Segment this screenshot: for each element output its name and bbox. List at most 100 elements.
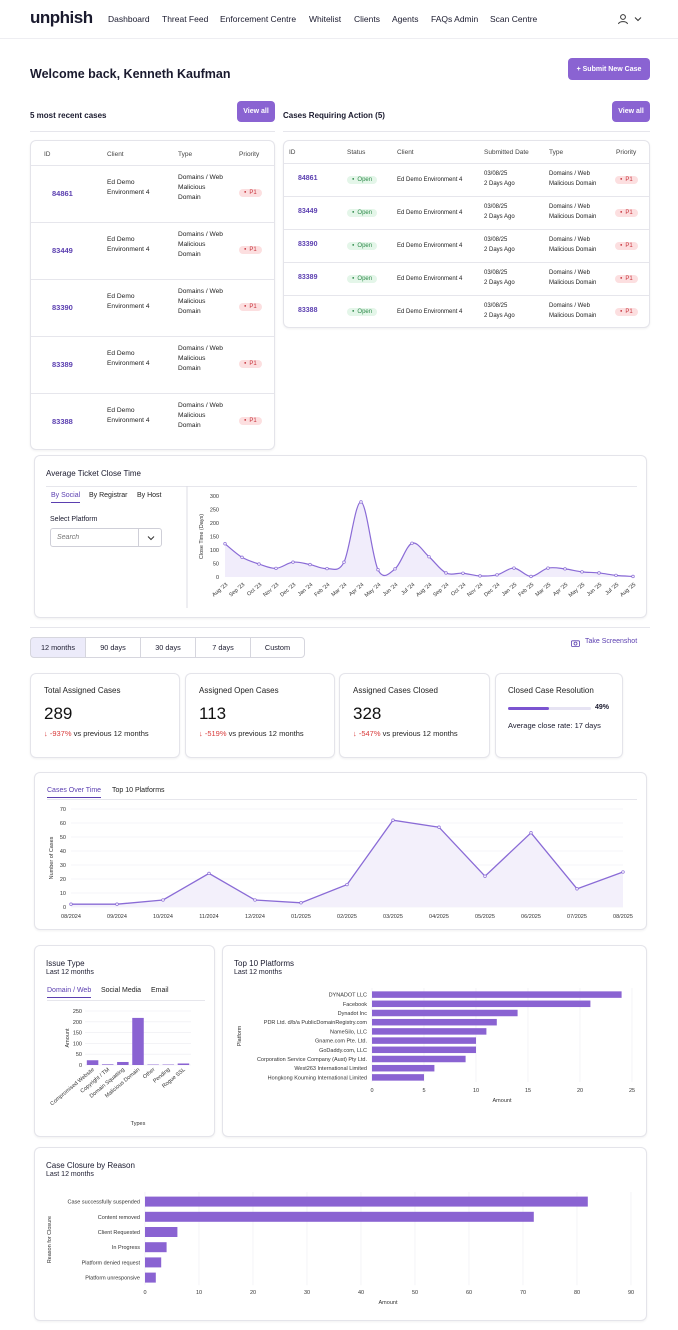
x-tick-label: May '24 xyxy=(364,582,382,599)
case-id-link[interactable]: 83449 xyxy=(298,208,318,215)
x-tick-label: Mar '25 xyxy=(535,582,553,598)
tab-by-social[interactable]: By Social xyxy=(51,492,81,503)
user-menu[interactable] xyxy=(617,12,643,26)
tab-by-registrar[interactable]: By Registrar xyxy=(89,492,128,499)
data-point xyxy=(291,560,295,564)
data-point xyxy=(359,500,363,504)
table-row[interactable]: 83389 Ed Demo Environment 4 Domains / We… xyxy=(31,336,274,393)
y-tick-label: 50 xyxy=(60,835,66,841)
case-id-link[interactable]: 83389 xyxy=(298,274,318,281)
table-row[interactable]: 83388 Open Ed Demo Environment 4 03/08/2… xyxy=(284,295,649,328)
x-tick-label: Dec '24 xyxy=(483,582,501,598)
submitted-date: 03/08/25 xyxy=(484,171,508,177)
submit-new-case-button[interactable]: + Submit New Case xyxy=(568,58,650,80)
tab-by-host[interactable]: By Host xyxy=(137,492,162,499)
case-id-link[interactable]: 83388 xyxy=(298,307,318,314)
data-point xyxy=(437,825,441,829)
close-time-card: Average Ticket Close Time By Social By R… xyxy=(34,455,647,618)
case-type: Domains / Web xyxy=(549,270,590,276)
x-tick-label: Aug '24 xyxy=(415,582,433,598)
case-id-link[interactable]: 84861 xyxy=(52,189,73,198)
cases-over-time-chart: 0 10 20 30 40 50 60 70 Number of Cases 08/2024 09/… xyxy=(49,807,633,920)
recent-view-all-button[interactable]: View all xyxy=(237,101,275,122)
platform-search-input[interactable] xyxy=(52,530,136,545)
table-row[interactable]: 83449 Open Ed Demo Environment 4 03/08/2… xyxy=(284,196,649,229)
logo[interactable]: unphish xyxy=(30,8,93,28)
tab-domain-web[interactable]: Domain / Web xyxy=(47,987,92,998)
range-30-days[interactable]: 30 days xyxy=(140,637,196,658)
y-tick-label: 0 xyxy=(216,575,219,581)
y-tick-label: 70 xyxy=(60,807,66,813)
data-point xyxy=(478,574,482,578)
resolution-average: Average close rate: 17 days xyxy=(508,721,601,730)
y-tick-label: West263 International Limited xyxy=(294,1066,367,1072)
range-12-months[interactable]: 12 months xyxy=(30,637,86,658)
action-view-all-button[interactable]: View all xyxy=(612,101,650,122)
platform-select[interactable] xyxy=(50,528,162,547)
case-closure-chart: 0 10 20 30 40 50 60 70 80 90 Case successfully sus… xyxy=(47,1192,634,1306)
data-point xyxy=(427,555,431,559)
case-id-link[interactable]: 83389 xyxy=(52,360,73,369)
x-axis-label: Types xyxy=(131,1121,146,1127)
table-row[interactable]: 83449 Ed Demo Environment 4 Domains / We… xyxy=(31,222,274,279)
nav-clients[interactable]: Clients xyxy=(354,14,380,24)
nav-enforcement-centre[interactable]: Enforcement Centre xyxy=(220,14,297,24)
y-axis-label: Amount xyxy=(65,1028,71,1047)
chevron-down-icon[interactable] xyxy=(147,534,155,542)
case-id-link[interactable]: 83390 xyxy=(298,241,318,248)
case-id-link[interactable]: 84861 xyxy=(298,175,318,182)
y-axis-label: Close Time (Days) xyxy=(199,514,205,559)
y-tick-label: Gname.com Pte. Ltd. xyxy=(315,1039,367,1045)
stat-value: 113 xyxy=(199,704,227,723)
nav-threat-feed[interactable]: Threat Feed xyxy=(162,14,209,24)
case-id-link[interactable]: 83449 xyxy=(52,246,73,255)
range-custom[interactable]: Custom xyxy=(250,637,305,658)
tabs-divider xyxy=(47,799,637,800)
arrow-down-icon: ↓ xyxy=(353,729,357,738)
x-tick-label: 15 xyxy=(525,1088,531,1094)
y-tick-label: 40 xyxy=(60,849,66,855)
section-divider xyxy=(30,627,650,628)
case-client: Ed Demo Environment 4 xyxy=(397,276,463,282)
bar xyxy=(145,1272,156,1283)
tab-email[interactable]: Email xyxy=(151,987,169,994)
y-tick-label: 10 xyxy=(60,891,66,897)
stat-delta-suffix: vs previous 12 months xyxy=(382,729,458,738)
table-row[interactable]: 84861 Open Ed Demo Environment 4 03/08/2… xyxy=(284,163,649,196)
submitted-ago: 2 Days Ago xyxy=(484,313,515,319)
table-row[interactable]: 83390 Open Ed Demo Environment 4 03/08/2… xyxy=(284,229,649,262)
tab-cases-over-time[interactable]: Cases Over Time xyxy=(47,787,102,798)
data-point xyxy=(223,542,227,546)
y-tick-label: Client Requested xyxy=(98,1230,140,1236)
case-subtype: Malicious Domain xyxy=(549,247,597,253)
case-client: Ed Demo Environment 4 xyxy=(107,350,150,367)
select-platform-label: Select Platform xyxy=(50,516,98,523)
tab-top-10-platforms[interactable]: Top 10 Platforms xyxy=(112,787,165,794)
table-row[interactable]: 83388 Ed Demo Environment 4 Domains / We… xyxy=(31,393,274,450)
nav-whitelist[interactable]: Whitelist xyxy=(309,14,342,24)
logo-text: unphish xyxy=(30,8,93,27)
nav-agents[interactable]: Agents xyxy=(392,14,419,24)
range-7-days[interactable]: 7 days xyxy=(195,637,251,658)
nav-dashboard[interactable]: Dashboard xyxy=(108,14,150,24)
row-divider xyxy=(31,393,274,394)
data-point xyxy=(410,541,414,545)
case-id-link[interactable]: 83388 xyxy=(52,417,73,426)
nav-faqs-admin[interactable]: FAQs Admin xyxy=(431,14,479,24)
table-row[interactable]: 83389 Open Ed Demo Environment 4 03/08/2… xyxy=(284,262,649,295)
stat-card-closed: Assigned Cases Closed 328 ↓ -547% vs pre… xyxy=(339,673,490,758)
x-tick-label: 40 xyxy=(358,1290,364,1296)
issue-type-title: Issue Type xyxy=(46,959,85,968)
tab-social-media[interactable]: Social Media xyxy=(101,987,142,994)
issue-type-card: Issue Type Last 12 months Domain / Web S… xyxy=(34,945,215,1137)
y-tick-label: DYNADOT LLC xyxy=(329,993,367,999)
data-point xyxy=(161,898,165,902)
table-row[interactable]: 84861 Ed Demo Environment 4 Domains / We… xyxy=(31,165,274,222)
y-tick-label: In Progress xyxy=(112,1245,140,1251)
range-90-days[interactable]: 90 days xyxy=(85,637,141,658)
nav-scan-centre[interactable]: Scan Centre xyxy=(490,14,538,24)
recent-cases-title: 5 most recent cases xyxy=(30,111,107,120)
case-id-link[interactable]: 83390 xyxy=(52,303,73,312)
table-row[interactable]: 83390 Ed Demo Environment 4 Domains / We… xyxy=(31,279,274,336)
case-type: Domains / Web Malicious Domain xyxy=(178,288,223,315)
